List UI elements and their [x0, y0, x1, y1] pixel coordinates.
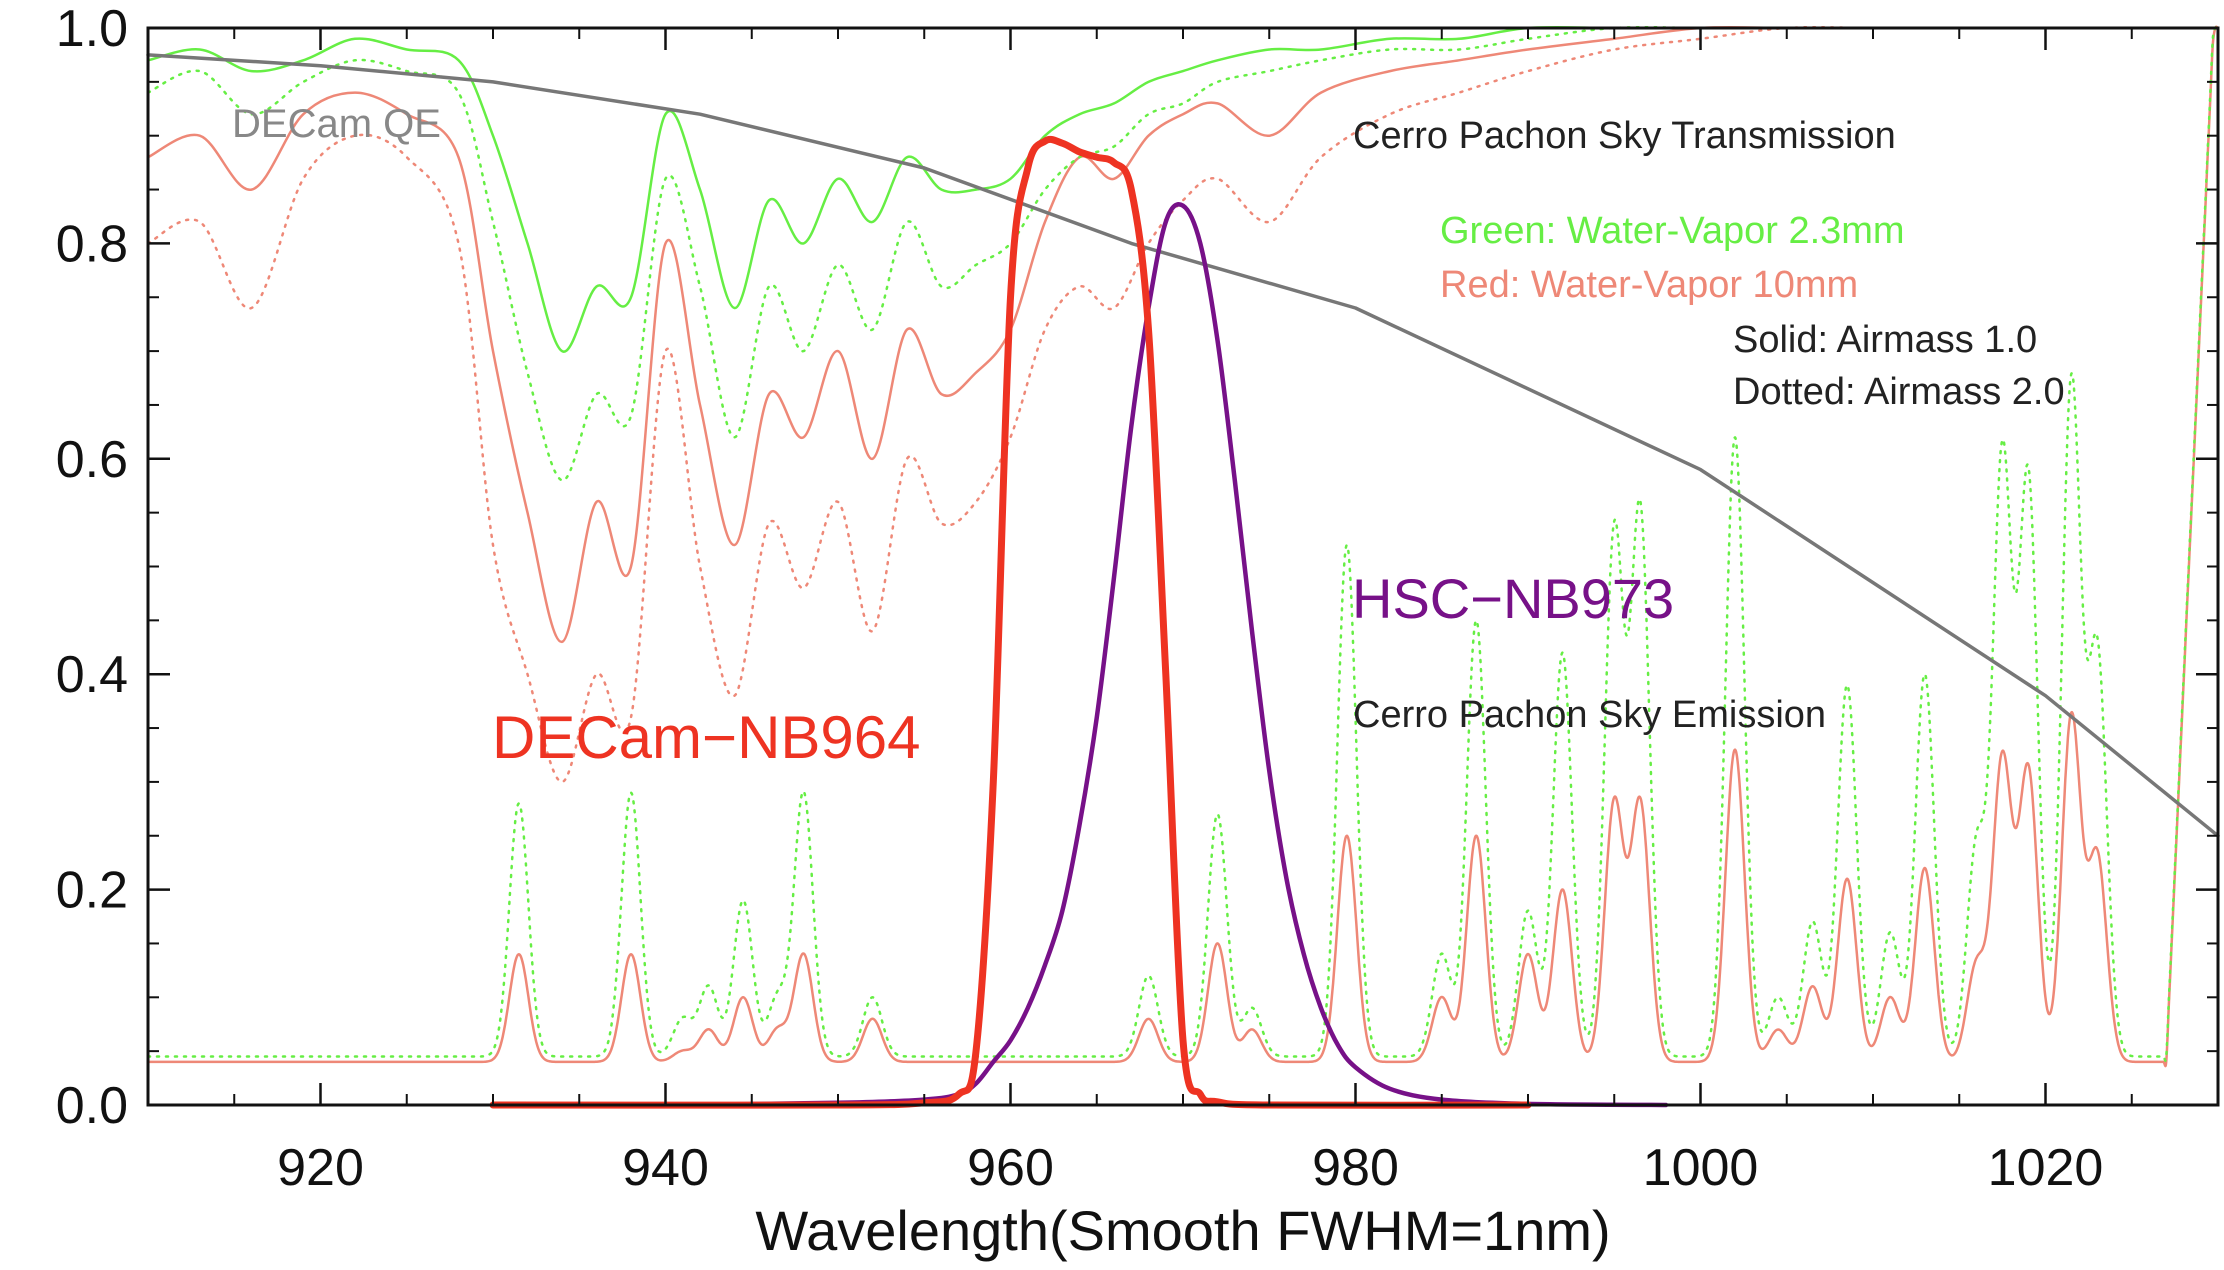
series-sky-transmission-water-vapor-10mm-airmass-2-0: [146, 25, 2220, 784]
series-sky-emission-airmass-2-0: [146, 25, 2220, 1062]
series-decam-nb964: [489, 135, 1532, 1109]
annotation-sky-transmission: Cerro Pachon Sky Transmission: [1353, 115, 1896, 157]
annotation-decam-qe: DECam QE: [232, 102, 441, 146]
annotation-sky-emission: Cerro Pachon Sky Emission: [1353, 694, 1826, 736]
y-tick-label: 0.8: [56, 215, 128, 273]
x-tick-label: 980: [1312, 1139, 1399, 1197]
x-tick-label: 960: [967, 1139, 1054, 1197]
annotation-red-note: Red: Water-Vapor 10mm: [1440, 264, 1858, 306]
annotation-solid-note: Solid: Airmass 1.0: [1733, 319, 2037, 361]
x-tick-label: 1020: [1988, 1139, 2104, 1197]
y-tick-label: 0.6: [56, 431, 128, 489]
series-sky-transmission-water-vapor-10mm-airmass-1-0: [146, 25, 2220, 644]
annotation-green-note: Green: Water-Vapor 2.3mm: [1440, 210, 1905, 252]
series-hsc-nb973: [663, 202, 1669, 1108]
series-layer: [146, 25, 2220, 1109]
y-tick-label: 0.2: [56, 862, 128, 920]
series-sky-emission-airmass-1-0: [146, 25, 2220, 1068]
series-decam-qe: [146, 53, 2220, 838]
x-tick-label: 940: [622, 1139, 709, 1197]
annotation-dotted-note: Dotted: Airmass 2.0: [1733, 371, 2065, 413]
x-tick-label: 1000: [1643, 1139, 1759, 1197]
plot-frame: [146, 26, 2220, 1107]
y-tick-label: 1.0: [56, 0, 128, 58]
x-tick-label: 920: [277, 1139, 364, 1197]
tick-layer: 920 940 960 980 1000 1020 0.0 0.2 0.4 0.6 0.8 1.0: [56, 0, 2219, 1197]
y-tick-label: 0.0: [56, 1077, 128, 1135]
x-axis-label: Wavelength(Smooth FWHM=1nm): [755, 1199, 1610, 1262]
label-hsc-nb973: HSC−NB973: [1352, 567, 1674, 630]
series-sky-transmission-water-vapor-2-3mm-airmass-1-0: [146, 25, 2220, 353]
y-tick-label: 0.4: [56, 646, 128, 704]
label-decam-nb964: DECam−NB964: [492, 704, 921, 771]
series-sky-transmission-water-vapor-2-3mm-airmass-2-0: [146, 25, 2220, 482]
